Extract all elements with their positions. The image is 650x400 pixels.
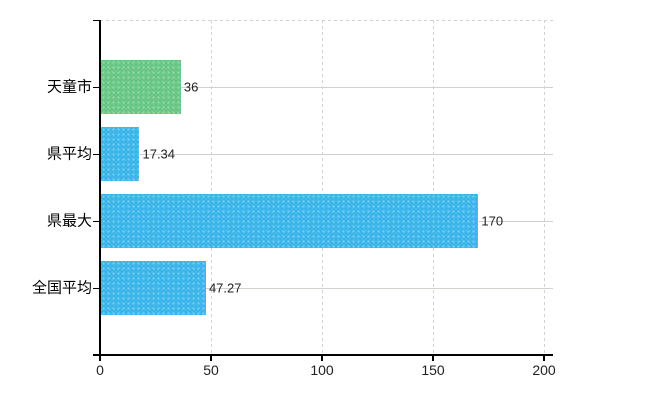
y-axis xyxy=(99,20,101,355)
x-tick xyxy=(321,355,323,361)
y-tick xyxy=(93,153,99,155)
x-tick xyxy=(432,355,434,361)
x-tick xyxy=(210,355,212,361)
x-axis xyxy=(93,354,553,356)
bar-value-label: 47.27 xyxy=(208,280,242,296)
bar-value-label: 36 xyxy=(183,79,199,95)
category-label: 全国平均 xyxy=(31,279,92,297)
x-tick-label: 150 xyxy=(421,362,445,378)
h-gridline xyxy=(100,287,553,289)
bar-value-label: 17.34 xyxy=(142,146,176,162)
y-tick xyxy=(93,287,99,289)
x-tick-label: 0 xyxy=(96,362,104,378)
category-label: 県最大 xyxy=(46,212,92,230)
y-tick xyxy=(93,220,99,222)
h-gridline xyxy=(100,86,553,88)
v-gridline xyxy=(544,20,545,355)
x-tick-label: 100 xyxy=(310,362,334,378)
x-tick xyxy=(543,355,545,361)
bar-value-label: 170 xyxy=(481,213,504,229)
v-gridline xyxy=(211,20,212,355)
v-gridline xyxy=(322,20,323,355)
h-gridline xyxy=(100,153,553,155)
bar xyxy=(101,194,479,248)
y-tick xyxy=(93,19,99,21)
category-label: 天童市 xyxy=(46,78,92,96)
y-tick xyxy=(93,86,99,88)
v-gridline xyxy=(433,20,434,355)
x-tick xyxy=(99,355,101,361)
x-tick-label: 50 xyxy=(203,362,219,378)
category-label: 県平均 xyxy=(46,145,92,163)
bar xyxy=(101,261,206,315)
bar xyxy=(101,127,140,181)
top-gridline xyxy=(100,20,553,21)
x-tick-label: 200 xyxy=(532,362,556,378)
bar xyxy=(101,60,181,114)
